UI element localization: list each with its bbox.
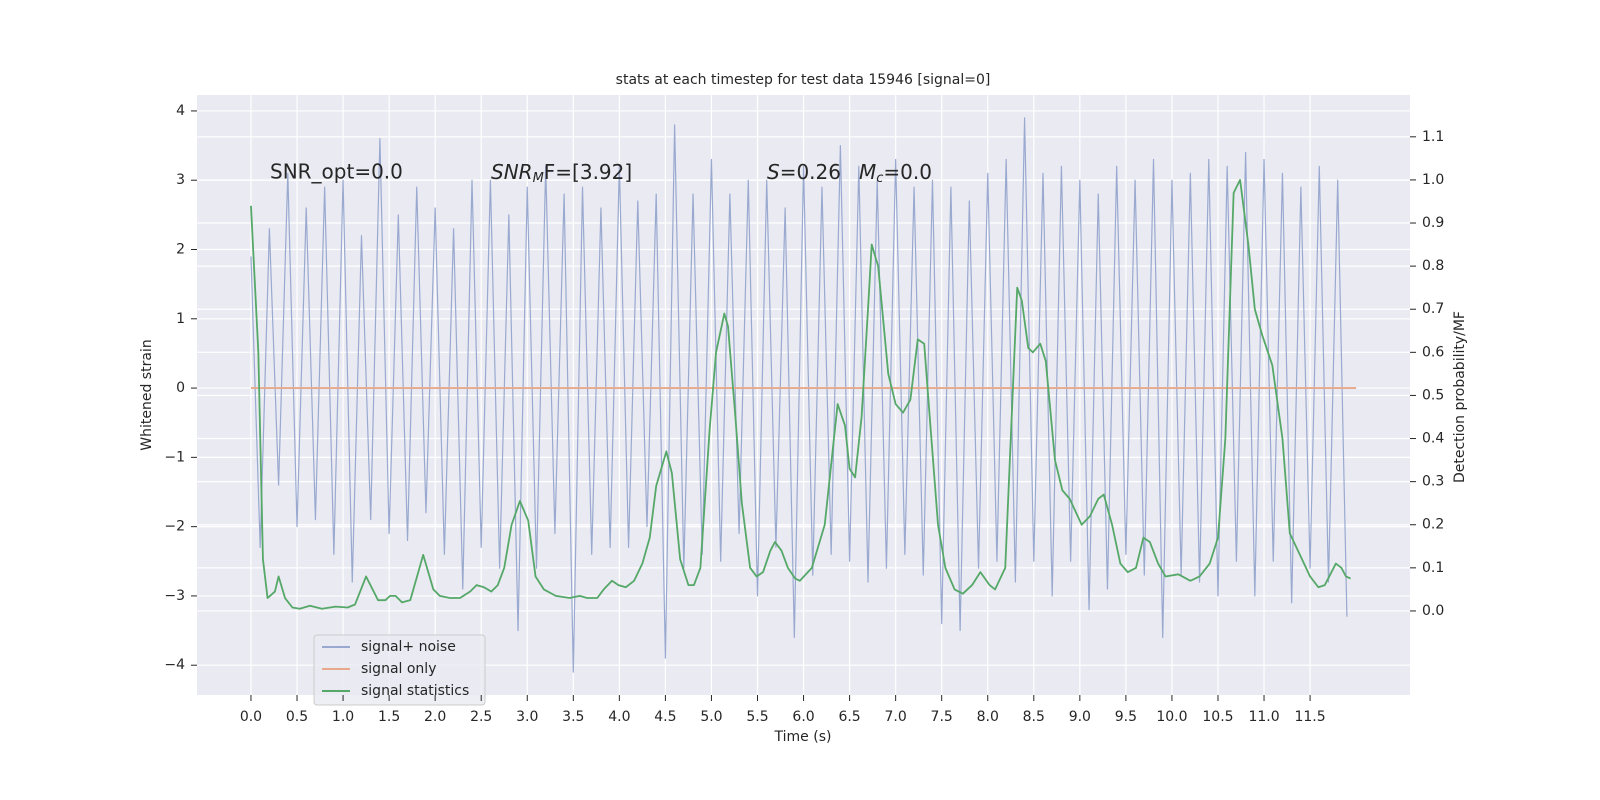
y2-tick-label: 0.7	[1422, 301, 1444, 317]
x-tick-label: 10.0	[1156, 709, 1187, 725]
annotation-part: SNR	[491, 160, 533, 184]
x-tick-label: 2.5	[470, 709, 492, 725]
series-line	[250, 117, 1348, 673]
x-tick-label: 2.0	[424, 709, 446, 725]
y2-tick-label: 0.9	[1422, 215, 1444, 231]
legend-label: signal+ noise	[361, 639, 456, 655]
y-tick-label: 2	[176, 242, 185, 258]
annotation-part: c	[876, 171, 883, 186]
annotation-part: M	[859, 160, 876, 184]
y2-tick-label: 1.0	[1422, 172, 1444, 188]
y2-tick-label: 0.4	[1422, 431, 1444, 447]
annotation: SNR_opt=0.0	[270, 160, 403, 184]
x-tick-label: 7.5	[931, 709, 953, 725]
x-tick-label: 4.0	[608, 709, 630, 725]
y-tick-label: −1	[164, 449, 185, 465]
y-tick-label: −3	[164, 588, 185, 604]
x-tick-label: 9.0	[1069, 709, 1091, 725]
x-tick-label: 10.5	[1202, 709, 1233, 725]
x-tick-label: 5.5	[746, 709, 768, 725]
x-tick-label: 1.5	[378, 709, 400, 725]
y-tick-label: 3	[176, 172, 185, 188]
marks	[250, 117, 1357, 673]
x-tick-label: 0.5	[286, 709, 308, 725]
x-tick-label: 1.0	[332, 709, 354, 725]
annotation-part: =0.26	[780, 160, 841, 184]
y-tick-label: −4	[164, 657, 185, 673]
y2-tick-label: 0.2	[1422, 517, 1444, 533]
y2-axis-label: Detection probability/MF	[1452, 311, 1468, 483]
legend-label: signal statistics	[361, 683, 469, 699]
series-line	[250, 179, 1351, 610]
x-tick-label: 9.5	[1115, 709, 1137, 725]
y-tick-label: 1	[176, 311, 185, 327]
x-tick-label: 4.5	[654, 709, 676, 725]
y2-tick-label: 0.3	[1422, 474, 1444, 490]
annotation: Mc=0.0	[859, 160, 932, 186]
annotation-part: F=[3.92]	[544, 160, 632, 184]
x-tick-label: 5.0	[700, 709, 722, 725]
annotation: SNRMF=[3.92]	[491, 160, 632, 186]
legend: signal+ noise signal only signal statistic…	[313, 634, 486, 706]
chart-title: stats at each timestep for test data 159…	[616, 72, 991, 88]
y-axis-label: Whitened strain	[139, 339, 155, 450]
y-tick-label: −2	[164, 519, 185, 535]
x-tick-label: 7.0	[885, 709, 907, 725]
y2-tick-label: 0.6	[1422, 344, 1444, 360]
x-tick-label: 6.5	[838, 709, 860, 725]
annotation-part: =0.0	[883, 160, 932, 184]
x-tick-label: 11.0	[1248, 709, 1279, 725]
annotation-part: M	[533, 171, 544, 186]
annotation-part: S	[767, 160, 780, 184]
legend-label: signal only	[361, 661, 436, 677]
x-tick-label: 3.5	[562, 709, 584, 725]
y2-tick-label: 0.8	[1422, 258, 1444, 274]
y2-tick-label: 0.5	[1422, 387, 1444, 403]
y2-tick-label: 1.1	[1422, 129, 1444, 145]
x-tick-label: 11.5	[1294, 709, 1325, 725]
annotation: S=0.26	[767, 160, 841, 184]
y2-tick-label: 0.1	[1422, 560, 1444, 576]
x-tick-label: 6.0	[792, 709, 814, 725]
legend-box	[313, 634, 486, 706]
x-tick-label: 8.5	[1023, 709, 1045, 725]
x-tick-label: 0.0	[240, 709, 262, 725]
y2-tick-label: 0.0	[1422, 603, 1444, 619]
x-tick-label: 3.0	[516, 709, 538, 725]
y-tick-label: 0	[176, 380, 185, 396]
y-tick-label: 4	[176, 103, 185, 119]
x-axis-label: Time (s)	[774, 729, 832, 745]
x-tick-label: 8.0	[977, 709, 999, 725]
